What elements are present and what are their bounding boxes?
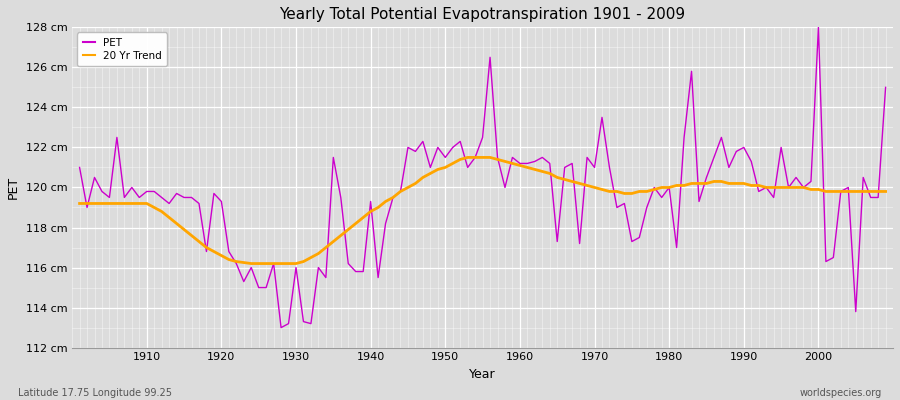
Text: Latitude 17.75 Longitude 99.25: Latitude 17.75 Longitude 99.25	[18, 388, 172, 398]
Text: worldspecies.org: worldspecies.org	[800, 388, 882, 398]
Title: Yearly Total Potential Evapotranspiration 1901 - 2009: Yearly Total Potential Evapotranspiratio…	[280, 7, 686, 22]
X-axis label: Year: Year	[469, 368, 496, 381]
Legend: PET, 20 Yr Trend: PET, 20 Yr Trend	[77, 32, 167, 66]
Y-axis label: PET: PET	[7, 176, 20, 199]
